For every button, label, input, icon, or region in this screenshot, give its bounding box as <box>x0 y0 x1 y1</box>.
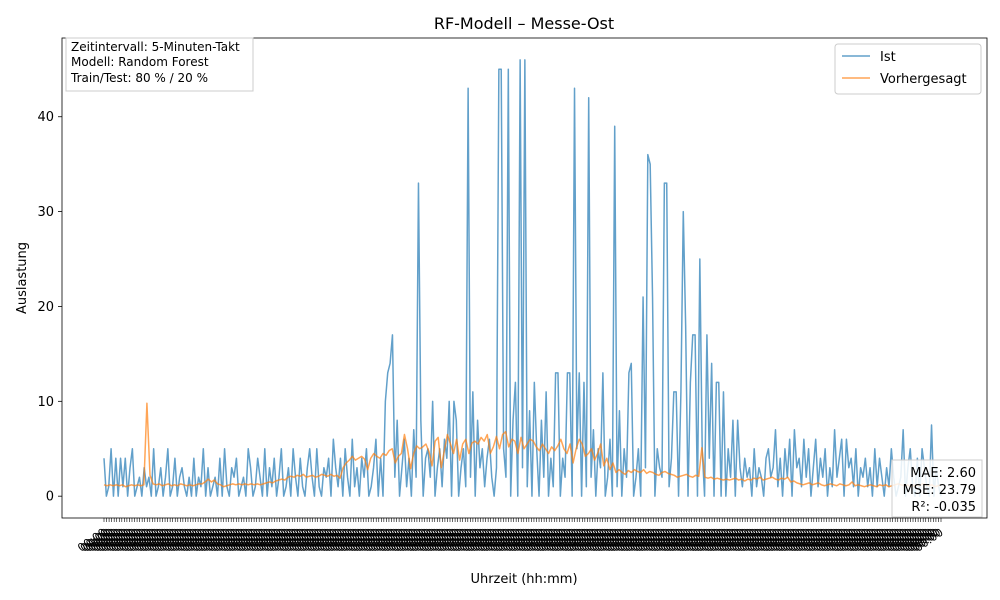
legend: Ist Vorhergesagt <box>834 43 982 95</box>
info-box-frame <box>65 37 254 92</box>
y-tick-label: 20 <box>37 300 54 315</box>
y-axis: 0 10 20 30 40 <box>37 110 62 505</box>
series-vorhergesagt <box>103 402 942 488</box>
plot-area: 0 10 20 30 40 00:0000:0000:0000:0000:0000:00… <box>37 37 988 555</box>
series-line-vorhergesagt <box>103 402 942 488</box>
y-tick-label: 30 <box>37 205 54 220</box>
legend-label-vorhergesagt: Vorhergesagt <box>880 72 967 87</box>
y-tick-label: 40 <box>37 110 54 125</box>
y-tick-label: 0 <box>46 490 54 505</box>
y-tick-label: 10 <box>37 395 54 410</box>
legend-frame <box>834 43 982 95</box>
series-line-ist <box>103 59 942 497</box>
x-axis: 00:0000:0000:0000:0000:0000:0000:0000:00… <box>75 518 946 555</box>
info-box: Zeitintervall: 5-Minuten-Takt Modell: Ra… <box>65 37 254 92</box>
legend-label-ist: Ist <box>880 50 896 65</box>
y-axis-label: Auslastung <box>15 242 30 314</box>
info-interval: Zeitintervall: 5-Minuten-Takt <box>71 40 240 54</box>
metrics-box-frame <box>891 459 983 518</box>
metrics-box: MAE: 2.60 MSE: 23.79 R²: -0.035 <box>891 459 983 518</box>
series-ist <box>103 59 942 497</box>
x-axis-label: Uhrzeit (hh:mm) <box>470 572 577 587</box>
metric-r2: R²: -0.035 <box>911 500 976 515</box>
info-model: Modell: Random Forest <box>71 55 209 69</box>
plot-frame <box>61 37 988 519</box>
metric-mae: MAE: 2.60 <box>910 466 976 481</box>
chart-title: RF-Modell – Messe-Ost <box>434 14 614 33</box>
info-split: Train/Test: 80 % / 20 % <box>70 71 208 85</box>
metric-mse: MSE: 23.79 <box>903 483 976 498</box>
